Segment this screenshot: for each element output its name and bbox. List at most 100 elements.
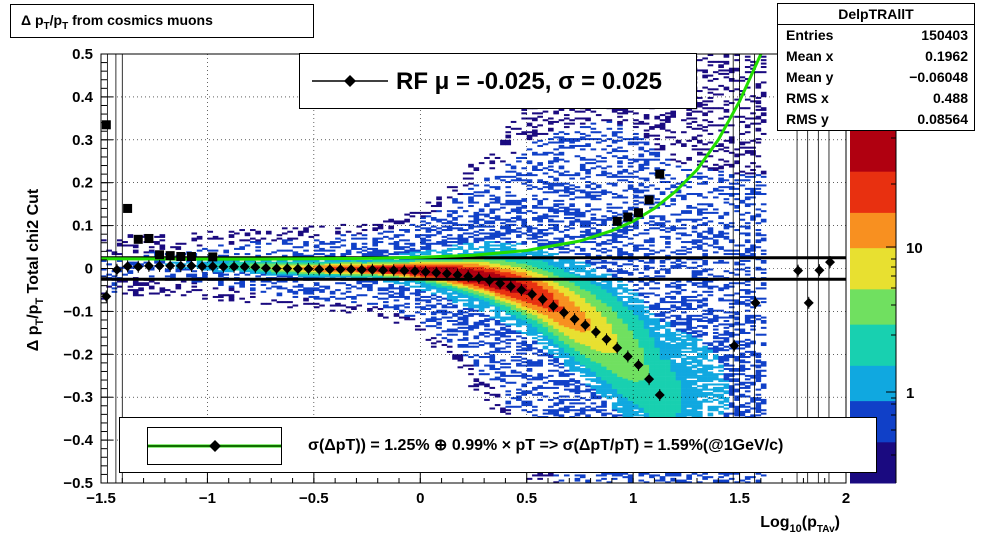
heatmap-cell bbox=[409, 251, 416, 254]
heatmap-cell bbox=[585, 366, 591, 369]
heatmap-cell bbox=[484, 203, 490, 206]
heatmap-cell bbox=[351, 265, 357, 268]
heatmap-cell bbox=[526, 268, 533, 271]
heatmap-cell bbox=[606, 307, 613, 310]
heatmap-cell bbox=[627, 479, 634, 482]
heatmap-cell bbox=[574, 390, 581, 393]
heatmap-cell bbox=[265, 253, 272, 256]
heatmap-cell bbox=[558, 354, 565, 357]
heatmap-cell bbox=[356, 237, 363, 240]
heatmap-cell bbox=[532, 153, 538, 156]
heatmap-cell bbox=[478, 285, 485, 288]
heatmap-cell bbox=[633, 234, 639, 237]
heatmap-cell bbox=[383, 273, 389, 276]
heatmap-cell bbox=[521, 263, 528, 266]
heatmap-cell bbox=[633, 136, 639, 139]
heatmap-cell bbox=[516, 331, 522, 335]
heatmap-cell bbox=[532, 289, 538, 292]
heatmap-cell bbox=[606, 280, 613, 283]
heatmap-cell bbox=[579, 338, 586, 341]
heatmap-cell bbox=[510, 309, 517, 312]
heatmap-cell bbox=[579, 390, 586, 393]
heatmap-cell bbox=[494, 254, 501, 257]
heatmap-cell bbox=[468, 328, 474, 331]
heatmap-cell bbox=[595, 242, 602, 245]
heatmap-cell bbox=[335, 261, 341, 264]
heatmap-cell bbox=[489, 217, 496, 220]
heatmap-cell bbox=[516, 362, 522, 365]
heatmap-cell bbox=[500, 359, 506, 362]
heatmap-cell bbox=[611, 174, 618, 177]
heatmap-cell bbox=[526, 174, 533, 177]
heatmap-cell bbox=[526, 117, 533, 120]
heatmap-cell bbox=[436, 275, 442, 278]
heatmap-cell bbox=[574, 313, 581, 316]
heatmap-cell bbox=[569, 280, 575, 283]
heatmap-cell bbox=[468, 306, 474, 309]
heatmap-cell bbox=[468, 215, 474, 218]
heatmap-cell bbox=[606, 331, 613, 335]
heatmap-cell bbox=[611, 235, 618, 238]
heatmap-cell bbox=[563, 319, 570, 322]
heatmap-cell bbox=[622, 395, 629, 398]
heatmap-cell bbox=[590, 385, 597, 388]
heatmap-cell bbox=[335, 275, 341, 278]
heatmap-cell bbox=[606, 388, 613, 391]
heatmap-cell bbox=[595, 366, 602, 369]
heatmap-cell bbox=[292, 253, 299, 256]
heatmap-cell bbox=[553, 271, 559, 274]
heatmap-cell bbox=[446, 244, 453, 247]
heatmap-cell bbox=[377, 232, 384, 235]
heatmap-cell bbox=[611, 311, 618, 314]
heatmap-cell bbox=[617, 398, 623, 401]
heatmap-cell bbox=[579, 295, 586, 298]
heatmap-cell bbox=[601, 354, 607, 357]
heatmap-cell bbox=[462, 354, 469, 357]
heatmap-cell bbox=[595, 302, 602, 305]
heatmap-cell bbox=[532, 409, 538, 412]
heatmap-cell bbox=[569, 205, 575, 208]
heatmap-cell bbox=[271, 299, 277, 302]
heatmap-cell bbox=[595, 191, 602, 194]
heatmap-cell bbox=[569, 289, 575, 292]
heatmap-cell bbox=[478, 223, 485, 226]
heatmap-cell bbox=[250, 261, 256, 264]
heatmap-cell bbox=[633, 199, 639, 202]
heatmap-cell bbox=[590, 196, 597, 199]
heatmap-cell bbox=[585, 117, 591, 120]
heatmap-cell bbox=[548, 141, 554, 144]
heatmap-cell bbox=[590, 138, 597, 141]
heatmap-cell bbox=[446, 283, 453, 286]
heatmap-cell bbox=[569, 282, 575, 285]
heatmap-cell bbox=[414, 294, 421, 297]
heatmap-cell bbox=[542, 347, 549, 350]
heatmap-cell bbox=[627, 307, 634, 310]
heatmap-cell bbox=[505, 186, 512, 189]
heatmap-cell bbox=[255, 261, 261, 264]
heatmap-cell bbox=[452, 217, 458, 220]
heatmap-cell bbox=[617, 160, 623, 163]
heatmap-cell bbox=[595, 283, 602, 286]
heatmap-cell bbox=[430, 337, 437, 340]
heatmap-cell bbox=[585, 180, 591, 183]
heatmap-cell bbox=[452, 261, 458, 264]
heatmap-cell bbox=[345, 287, 352, 290]
heatmap-cell bbox=[579, 280, 586, 283]
heatmap-cell bbox=[537, 282, 543, 285]
heatmap-cell bbox=[526, 400, 533, 403]
heatmap-cell bbox=[611, 354, 618, 357]
heatmap-cell bbox=[329, 249, 336, 252]
heatmap-cell bbox=[420, 227, 426, 230]
heatmap-cell bbox=[601, 295, 607, 298]
heatmap-cell bbox=[281, 270, 288, 273]
heatmap-cell bbox=[452, 201, 458, 204]
heatmap-cell bbox=[505, 405, 512, 408]
heatmap-cell bbox=[622, 371, 629, 374]
heatmap-cell bbox=[601, 362, 607, 365]
heatmap-cell bbox=[622, 230, 629, 233]
heatmap-cell bbox=[420, 275, 426, 278]
heatmap-cell bbox=[462, 364, 469, 367]
heatmap-cell bbox=[329, 261, 336, 264]
heatmap-cell bbox=[478, 246, 485, 249]
heatmap-cell bbox=[303, 273, 309, 276]
